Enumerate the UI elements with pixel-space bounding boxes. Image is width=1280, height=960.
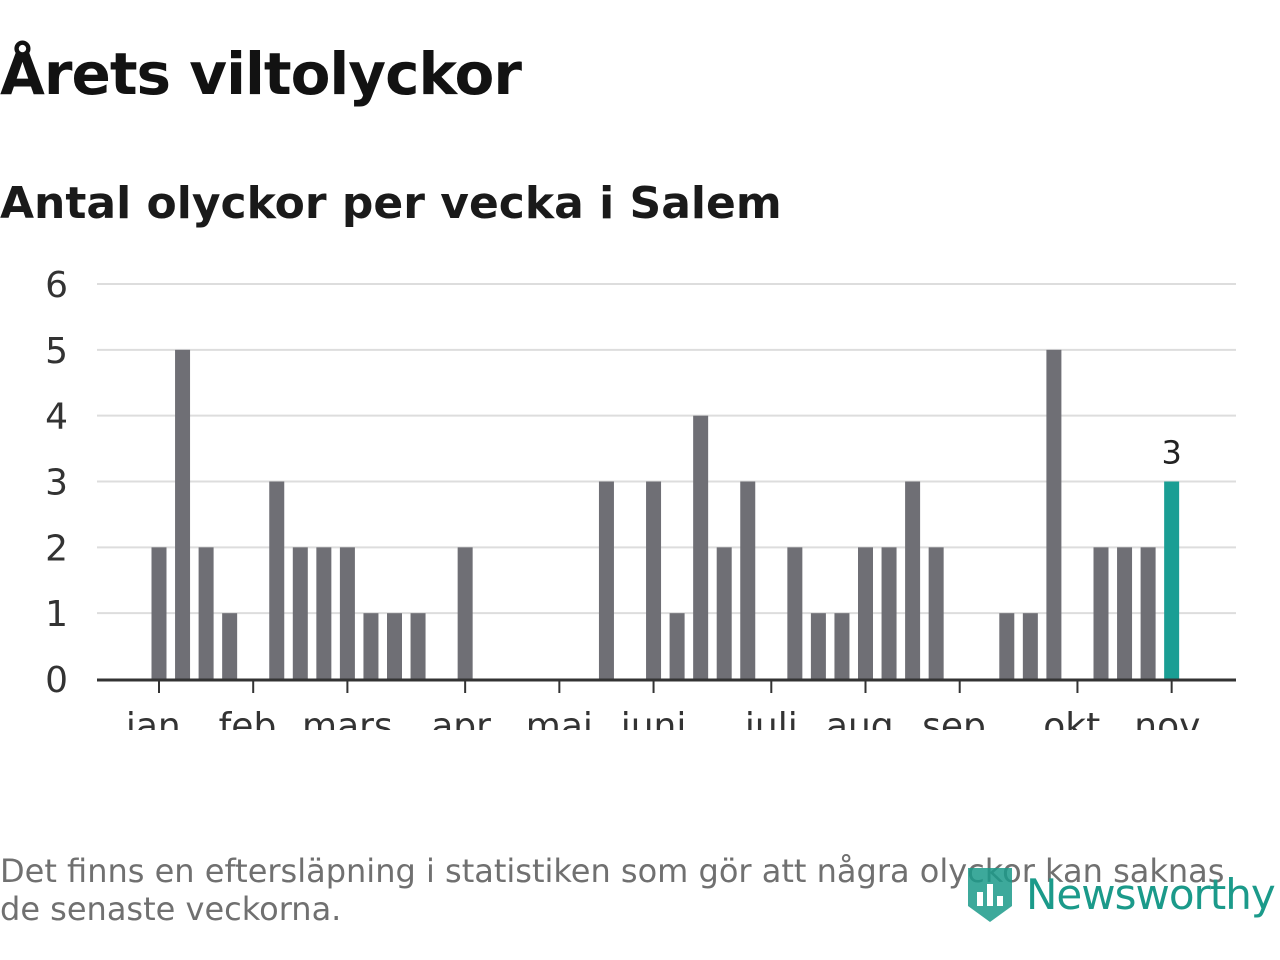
bar [363,613,379,679]
x-tick-label: maj [526,706,593,730]
x-tick-label: apr. [431,706,499,730]
gridlines [97,283,1236,615]
bar [316,547,332,679]
bar [457,547,473,679]
chart-subtitle: Antal olyckor per vecka i Salem [0,178,782,229]
bar [1022,613,1038,679]
newsworthy-logo[interactable]: Newsworthy [964,862,1276,926]
bar [1140,547,1156,679]
bar [1117,547,1133,679]
bar [292,547,308,679]
bar [1046,349,1062,679]
bar [1093,547,1109,679]
x-tick-label: juni [620,706,687,730]
x-tick-label: feb. [219,706,288,730]
x-tick-label: mars [302,706,393,730]
bar [858,547,873,679]
logo-text: Newsworthy [1026,869,1276,919]
x-tick-label: sep. [922,706,997,730]
x-tick-label: aug. [826,706,905,730]
bar [905,481,921,679]
bar-highlight [1164,481,1180,679]
x-tick-label: nov. [1134,706,1209,730]
newsworthy-logo-icon [968,868,1012,922]
bar [387,613,402,679]
bar [740,481,756,679]
bars [151,349,1180,679]
x-tick-label: okt. [1043,706,1111,730]
bar [810,613,826,679]
bar [198,547,214,679]
bar [881,547,897,679]
y-tick-label: 0 [45,660,68,701]
bar-chart: 0 1 2 3 4 5 6 jan. feb. mars apr. maj juni juli aug. s… [45,265,1236,730]
bar [222,613,238,679]
bar [339,547,355,679]
bar [787,547,803,679]
highlight-value-label: 3 [1161,434,1181,472]
bar [175,349,191,679]
bar [151,547,167,679]
y-tick-label: 1 [45,594,68,635]
bar [269,481,285,679]
y-tick-label: 3 [45,463,68,504]
bar [669,613,685,679]
x-axis: jan. feb. mars apr. maj juni juli aug. sep. okt. n… [97,678,1236,730]
x-tick-label: juli [744,706,798,730]
y-axis-ticks: 0 1 2 3 4 5 6 [45,265,68,701]
bar [716,547,732,679]
x-tick-label: jan. [125,706,192,730]
y-tick-label: 6 [45,265,68,306]
bar [646,481,662,679]
bar [410,613,426,679]
bar [834,613,850,679]
chart-title: Årets viltolyckor [0,40,522,108]
y-tick-label: 2 [45,528,68,569]
footnote: Det finns en eftersläpning i statistiken… [0,852,1225,928]
y-tick-label: 4 [45,397,68,438]
bar [598,481,614,679]
bar [928,547,944,679]
bar [999,613,1015,679]
bar [693,415,709,679]
y-tick-label: 5 [45,331,68,372]
data-labels: 3 [1161,434,1181,472]
